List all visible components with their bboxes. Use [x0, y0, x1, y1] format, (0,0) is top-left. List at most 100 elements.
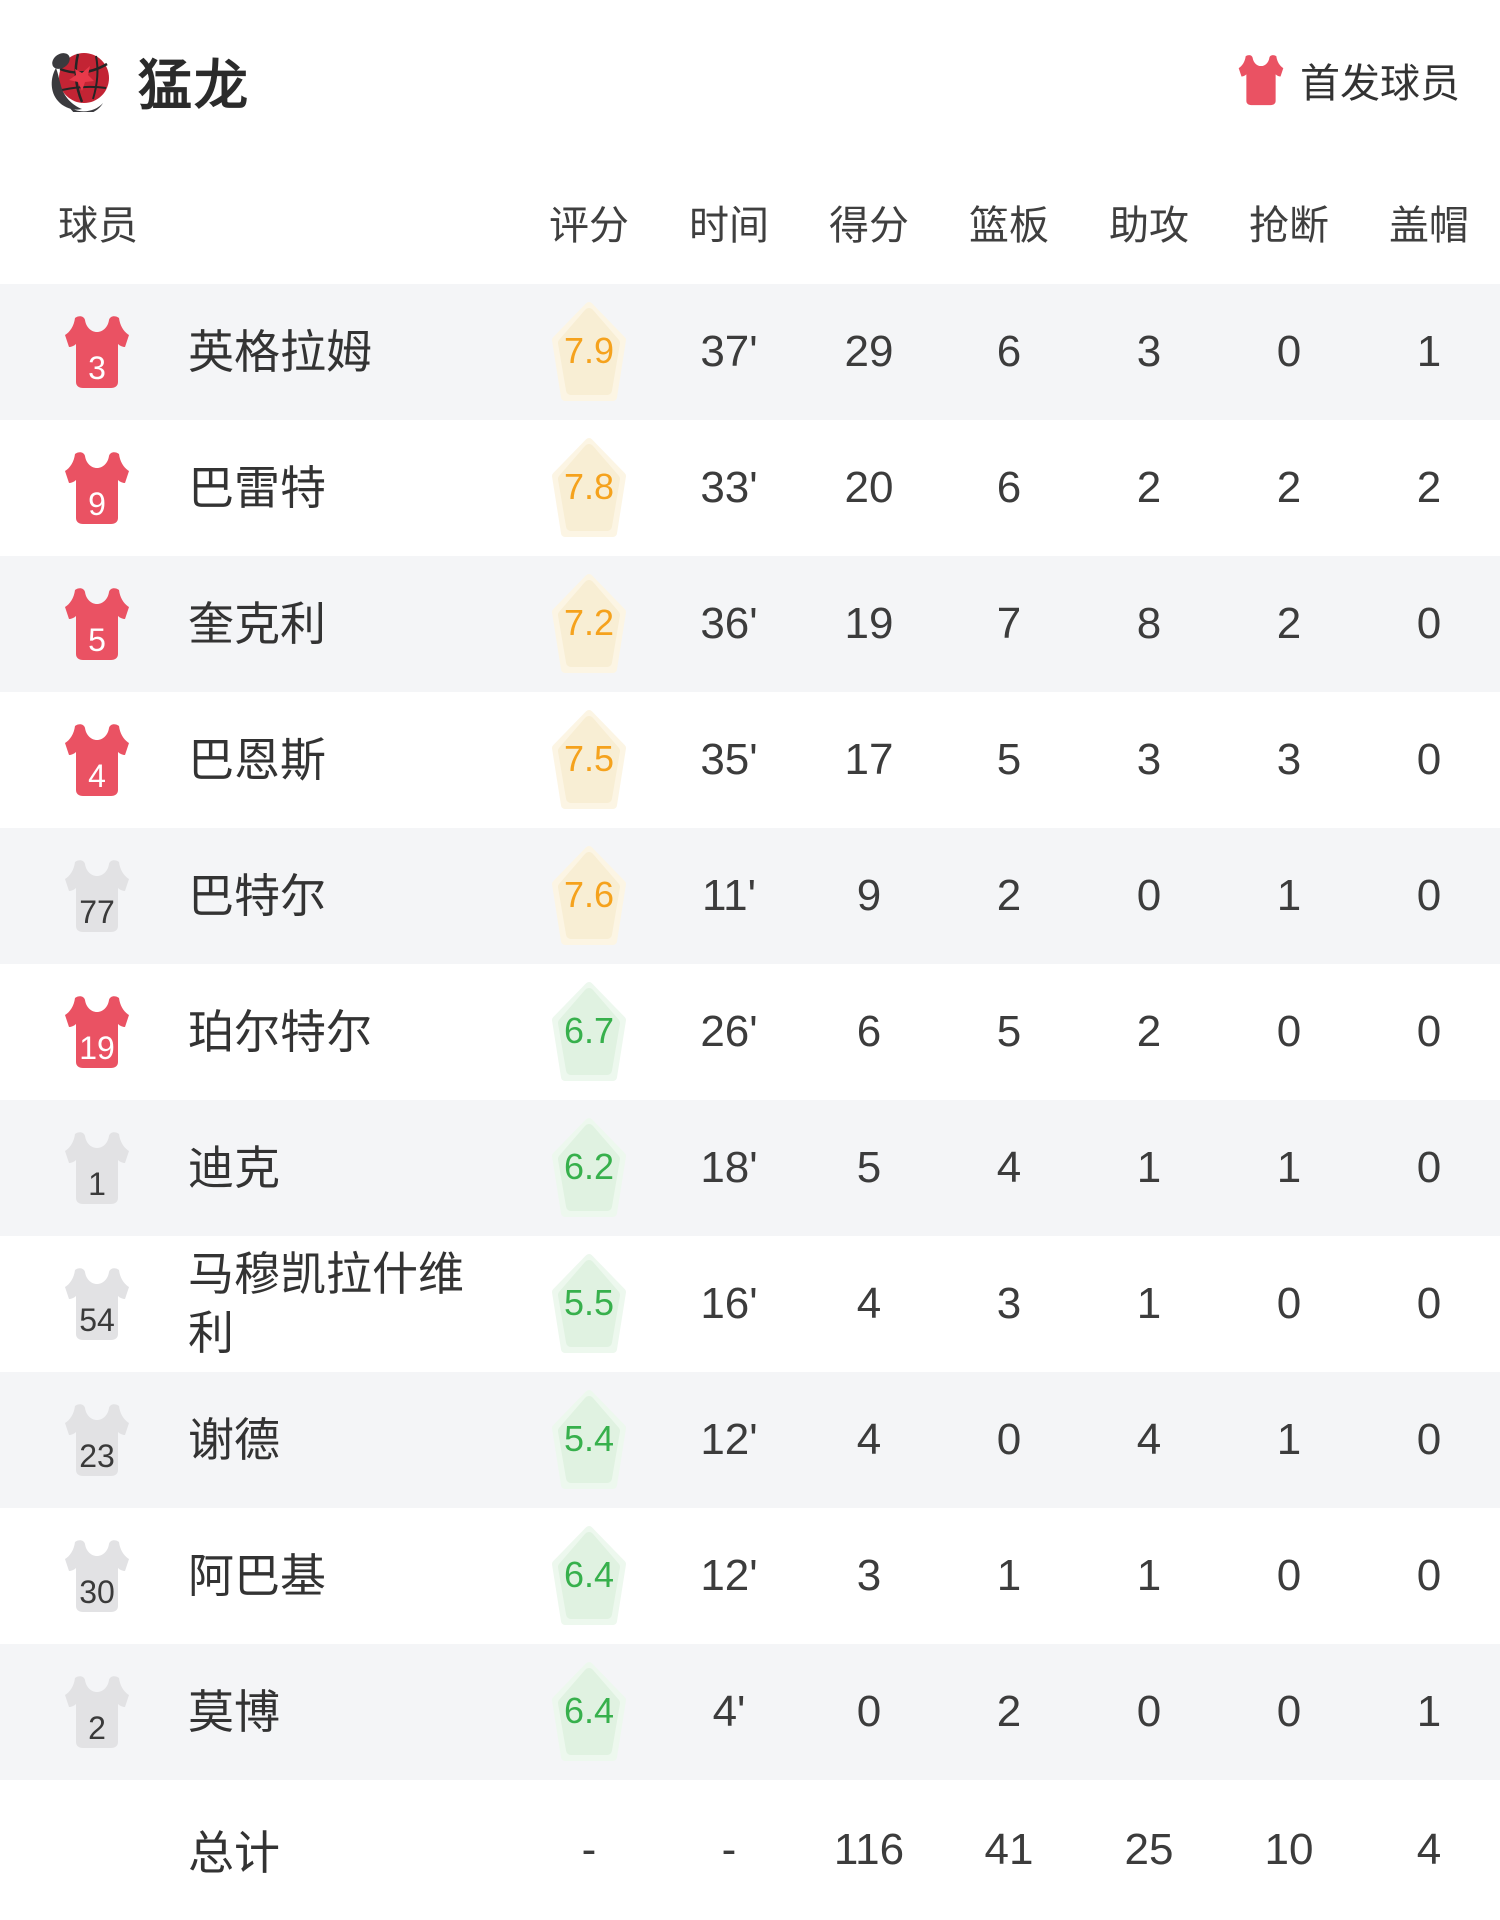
- jersey-number: 9: [88, 486, 106, 522]
- stat-blocks: 0: [1416, 1415, 1442, 1464]
- stat-points: 6: [856, 1007, 882, 1056]
- stat-rebounds: 2: [996, 1687, 1022, 1736]
- player-row[interactable]: 3 英格拉姆 7.9 37' 29 6 3 0 1: [0, 284, 1500, 420]
- totals-rating: -: [581, 1825, 597, 1874]
- player-name: 巴恩斯: [188, 733, 326, 786]
- jersey-icon: 30: [65, 1540, 129, 1612]
- jersey-icon: 19: [65, 996, 129, 1068]
- stat-time: 35': [700, 735, 758, 784]
- jersey-icon: 9: [65, 452, 129, 524]
- stat-rebounds: 4: [996, 1143, 1022, 1192]
- stat-blocks: 0: [1416, 1551, 1442, 1600]
- stat-blocks: 1: [1416, 327, 1442, 376]
- player-row[interactable]: 23 谢德 5.4 12' 4 0 4 1 0: [0, 1372, 1500, 1508]
- rating-value: 5.5: [564, 1282, 614, 1323]
- player-name: 谢德: [188, 1413, 280, 1466]
- header-time: 时间: [689, 204, 769, 248]
- stat-steals: 0: [1276, 1551, 1302, 1600]
- jersey-icon: 23: [65, 1404, 129, 1476]
- stat-time: 12': [700, 1551, 758, 1600]
- jersey-icon: 54: [65, 1268, 129, 1340]
- player-table: 3 英格拉姆 7.9 37' 29 6 3 0 1 9 巴雷特: [0, 284, 1500, 1780]
- player-name: 莫博: [188, 1685, 280, 1738]
- header-rebounds: 篮板: [969, 204, 1049, 248]
- stat-blocks: 1: [1416, 1687, 1442, 1736]
- player-name: 马穆凯拉什维利: [188, 1248, 464, 1359]
- totals-points: 116: [833, 1825, 905, 1874]
- rating-value: 7.9: [564, 330, 614, 371]
- rating-value: 5.4: [564, 1418, 614, 1459]
- stat-points: 17: [844, 735, 894, 784]
- stat-rebounds: 5: [996, 735, 1022, 784]
- stat-assists: 2: [1136, 463, 1162, 512]
- starter-legend: 首发球员: [1238, 51, 1460, 109]
- header-steals: 抢断: [1249, 204, 1329, 248]
- rating-badge: 6.4: [552, 1526, 626, 1625]
- stat-assists: 3: [1136, 327, 1162, 376]
- stat-steals: 1: [1276, 871, 1302, 920]
- table-header: 球员 评分 时间 得分 篮板 助攻 抢断 盖帽: [0, 160, 1500, 284]
- starter-legend-label: 首发球员: [1300, 62, 1460, 106]
- rating-badge: 7.6: [552, 846, 626, 945]
- jersey-number: 2: [88, 1710, 106, 1746]
- stat-assists: 1: [1136, 1279, 1162, 1328]
- stat-blocks: 0: [1416, 871, 1442, 920]
- stat-blocks: 2: [1416, 463, 1442, 512]
- rating-value: 6.4: [564, 1554, 614, 1595]
- totals-steals: 10: [1264, 1825, 1314, 1874]
- player-row[interactable]: 19 珀尔特尔 6.7 26' 6 5 2 0 0: [0, 964, 1500, 1100]
- stat-blocks: 0: [1416, 1143, 1442, 1192]
- player-row[interactable]: 1 迪克 6.2 18' 5 4 1 1 0: [0, 1100, 1500, 1236]
- jersey-icon: 3: [65, 316, 129, 388]
- header-points: 得分: [829, 204, 909, 248]
- jersey-number: 1: [88, 1166, 106, 1202]
- jersey-icon: 2: [65, 1676, 129, 1748]
- rating-value: 7.5: [564, 738, 614, 779]
- rating-badge: 5.5: [552, 1254, 626, 1353]
- player-row[interactable]: 30 阿巴基 6.4 12' 3 1 1 0 0: [0, 1508, 1500, 1644]
- totals-blocks: 4: [1416, 1825, 1442, 1874]
- player-row[interactable]: 54 马穆凯拉什维利 5.5 16' 4 3 1 0 0: [0, 1236, 1500, 1372]
- stat-points: 9: [856, 871, 882, 920]
- stat-assists: 1: [1136, 1143, 1162, 1192]
- player-row[interactable]: 4 巴恩斯 7.5 35' 17 5 3 3 0: [0, 692, 1500, 828]
- stat-steals: 3: [1276, 735, 1302, 784]
- stat-time: 26': [700, 1007, 758, 1056]
- player-row[interactable]: 77 巴特尔 7.6 11' 9 2 0 1 0: [0, 828, 1500, 964]
- stat-rebounds: 6: [996, 463, 1022, 512]
- player-name: 珀尔特尔: [188, 1005, 372, 1058]
- player-row[interactable]: 5 奎克利 7.2 36' 19 7 8 2 0: [0, 556, 1500, 692]
- totals-row: 总计 - - 116 41 25 10 4: [0, 1780, 1500, 1920]
- rating-badge: 6.4: [552, 1662, 626, 1761]
- jersey-icon: 1: [65, 1132, 129, 1204]
- player-name: 奎克利: [188, 597, 326, 650]
- stat-rebounds: 5: [996, 1007, 1022, 1056]
- stat-assists: 1: [1136, 1551, 1162, 1600]
- team-name: 猛龙: [138, 55, 250, 116]
- stat-time: 33': [700, 463, 758, 512]
- totals-assists: 25: [1124, 1825, 1174, 1874]
- jersey-icon: 4: [65, 724, 129, 796]
- starter-jersey-icon: [1238, 55, 1284, 106]
- player-row[interactable]: 9 巴雷特 7.8 33' 20 6 2 2 2: [0, 420, 1500, 556]
- stat-rebounds: 3: [996, 1279, 1022, 1328]
- jersey-icon: 5: [65, 588, 129, 660]
- stat-rebounds: 1: [996, 1551, 1022, 1600]
- team-logo-icon: [51, 53, 109, 112]
- totals-label: 总计: [188, 1827, 280, 1879]
- stat-assists: 0: [1136, 1687, 1162, 1736]
- stat-blocks: 0: [1416, 735, 1442, 784]
- stat-time: 37': [700, 327, 758, 376]
- totals-rebounds: 41: [984, 1825, 1034, 1874]
- jersey-number: 19: [79, 1030, 115, 1066]
- rating-badge: 7.9: [552, 302, 626, 401]
- stat-steals: 0: [1276, 1279, 1302, 1328]
- rating-value: 7.6: [564, 874, 614, 915]
- stat-assists: 8: [1136, 599, 1162, 648]
- stat-steals: 1: [1276, 1143, 1302, 1192]
- stat-assists: 4: [1136, 1415, 1162, 1464]
- stat-steals: 2: [1276, 463, 1302, 512]
- player-row[interactable]: 2 莫博 6.4 4' 0 2 0 0 1: [0, 1644, 1500, 1780]
- rating-value: 7.8: [564, 466, 614, 507]
- stat-rebounds: 2: [996, 871, 1022, 920]
